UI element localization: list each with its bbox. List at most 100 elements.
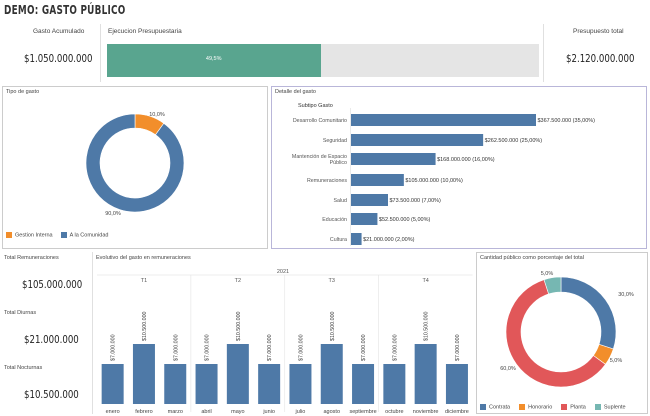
month-label: marzo (168, 409, 183, 415)
legend-label: Suplente (603, 404, 626, 411)
bar-noviembre[interactable] (414, 344, 437, 404)
donut-value-label: 5,0% (541, 271, 554, 277)
cantidad-publico-title: Cantidad público como porcentaje del tot… (480, 255, 584, 261)
quarter-label: T1 (141, 278, 147, 284)
bar-value-label: $7.000.000 (455, 334, 461, 361)
month-label: agosto (323, 409, 340, 415)
bar-value-label: $7.000.000 (298, 334, 304, 361)
total-diurnas-label: Total Diurnas (4, 310, 37, 316)
bar-value-label: $73.500.000 (7,00%) (390, 198, 442, 204)
category-label: Salud (333, 198, 347, 204)
ejecucion-percent: 49,5% (205, 56, 222, 62)
legend-swatch (561, 404, 568, 410)
donut-value-label: 30,0% (618, 292, 634, 298)
bar-1[interactable] (351, 134, 484, 146)
bar-6[interactable] (351, 233, 362, 245)
cantidad-legend: Contrata Honorario Planta Suplente (480, 404, 626, 410)
bar-value-label: $52.500.000 (5,00%) (379, 217, 431, 223)
bar-octubre[interactable] (383, 364, 406, 404)
month-label: noviembre (413, 409, 439, 415)
quarter-label: T4 (422, 278, 428, 284)
bar-value-label: $7.000.000 (361, 334, 367, 361)
total-rem-label: Total Remuneraciones (4, 255, 59, 261)
legend-label: Honorario (528, 404, 553, 411)
bar-value-label: $10.500.000 (236, 311, 242, 341)
page-title: DEMO: GASTO PÚBLICO (4, 3, 126, 17)
tipo-gasto-donut: 10,0% 90,0% (85, 112, 185, 217)
legend-item-contrata[interactable]: Contrata (480, 404, 510, 410)
evolutivo-chart: 2021 T1 T2 T3 T4 $7.000.000 enero $10.500.000 fe… (97, 269, 473, 415)
bar-value-label: $7.000.000 (173, 334, 179, 361)
category-label: Seguridad (323, 138, 347, 144)
gasto-acumulado-label: Gasto Acumulado (33, 28, 85, 35)
detalle-gasto-panel (271, 86, 647, 249)
tipo-gasto-legend: Gestion Interna A la Comunidad (6, 232, 108, 238)
bar-julio[interactable] (289, 364, 312, 404)
legend-label: Planta (570, 404, 586, 411)
bar-5[interactable] (351, 213, 378, 225)
ejecucion-bar-fill (107, 44, 321, 77)
donut-value-label: 10,0% (149, 112, 165, 118)
bar-junio[interactable] (258, 364, 281, 404)
legend-swatch (594, 404, 601, 410)
tipo-gasto-panel (2, 86, 268, 249)
ejecucion-bar-track: 49,5% (107, 44, 539, 77)
category-label: Mantención de Espacio (292, 154, 347, 160)
cantidad-publico-donut: 30,0% 5,0% 60,0% 5,0% (500, 271, 634, 388)
month-label: mayo (231, 409, 244, 415)
bar-marzo[interactable] (164, 364, 187, 404)
bar-diciembre[interactable] (445, 364, 468, 404)
bar-febrero[interactable] (132, 344, 155, 404)
month-label: diciembre (445, 409, 469, 415)
legend-item-suplente[interactable]: Suplente (594, 404, 626, 411)
bar-0[interactable] (351, 114, 536, 126)
bar-2[interactable] (351, 153, 436, 165)
legend-item-gestion[interactable]: Gestion Interna (6, 232, 53, 238)
bar-value-label: $367.500.000 (35,00%) (538, 118, 596, 124)
quarter-label: T2 (235, 278, 241, 284)
ejecucion-label: Ejecucion Presupuestaria (108, 28, 182, 35)
bar-3[interactable] (351, 174, 404, 186)
legend-label: Contrata (489, 404, 511, 411)
month-label: julio (295, 409, 306, 415)
presupuesto-label: Presupuesto total (573, 28, 624, 35)
donut-slice-suplente[interactable] (543, 276, 562, 295)
detalle-gasto-chart: Desarrollo Comunitario $367.500.000 (35,0… (292, 108, 596, 246)
donut-slice-contrata[interactable] (560, 276, 617, 350)
bar-mayo[interactable] (226, 344, 249, 404)
legend-swatch (519, 404, 526, 410)
year-label: 2021 (277, 269, 289, 275)
category-label: Público (330, 160, 347, 166)
category-label: Desarrollo Comunitario (293, 118, 347, 124)
month-label: junio (262, 409, 275, 415)
bar-agosto[interactable] (320, 344, 343, 404)
category-label: Educación (322, 217, 347, 223)
donut-value-label: 60,0% (500, 366, 516, 372)
month-label: enero (106, 409, 120, 415)
donut-slice-planta[interactable] (505, 279, 606, 388)
bar-value-label: $105.000.000 (10,00%) (405, 178, 463, 184)
gasto-acumulado-value: $1.050.000.000 (24, 53, 93, 65)
bar-value-label: $10.500.000 (424, 311, 430, 341)
subtipo-header: Subtipo Gasto (298, 103, 333, 109)
legend-swatch (60, 232, 67, 238)
legend-item-planta[interactable]: Planta (561, 404, 586, 410)
month-label: octubre (385, 409, 403, 415)
bar-value-label: $262.500.000 (25,00%) (485, 138, 543, 144)
bar-value-label: $7.000.000 (111, 334, 117, 361)
month-label: febrero (135, 409, 152, 415)
bar-enero[interactable] (101, 364, 124, 404)
legend-item-comunidad[interactable]: A la Comunidad (60, 232, 108, 238)
legend-item-honorario[interactable]: Honorario (519, 404, 552, 410)
bar-septiembre[interactable] (352, 364, 375, 404)
total-nocturnas-label: Total Nocturnas (4, 365, 43, 371)
total-diurnas-value: $21.000.000 (24, 334, 79, 346)
bar-abril[interactable] (195, 364, 218, 404)
bar-4[interactable] (351, 194, 388, 206)
legend-swatch (480, 404, 486, 410)
bar-value-label: $10.500.000 (330, 311, 336, 341)
month-label: abril (201, 409, 211, 415)
kpi-divider (543, 24, 544, 82)
total-nocturnas-value: $10.500.000 (24, 389, 79, 401)
donut-slice-a-la-comunidad[interactable] (85, 113, 185, 213)
